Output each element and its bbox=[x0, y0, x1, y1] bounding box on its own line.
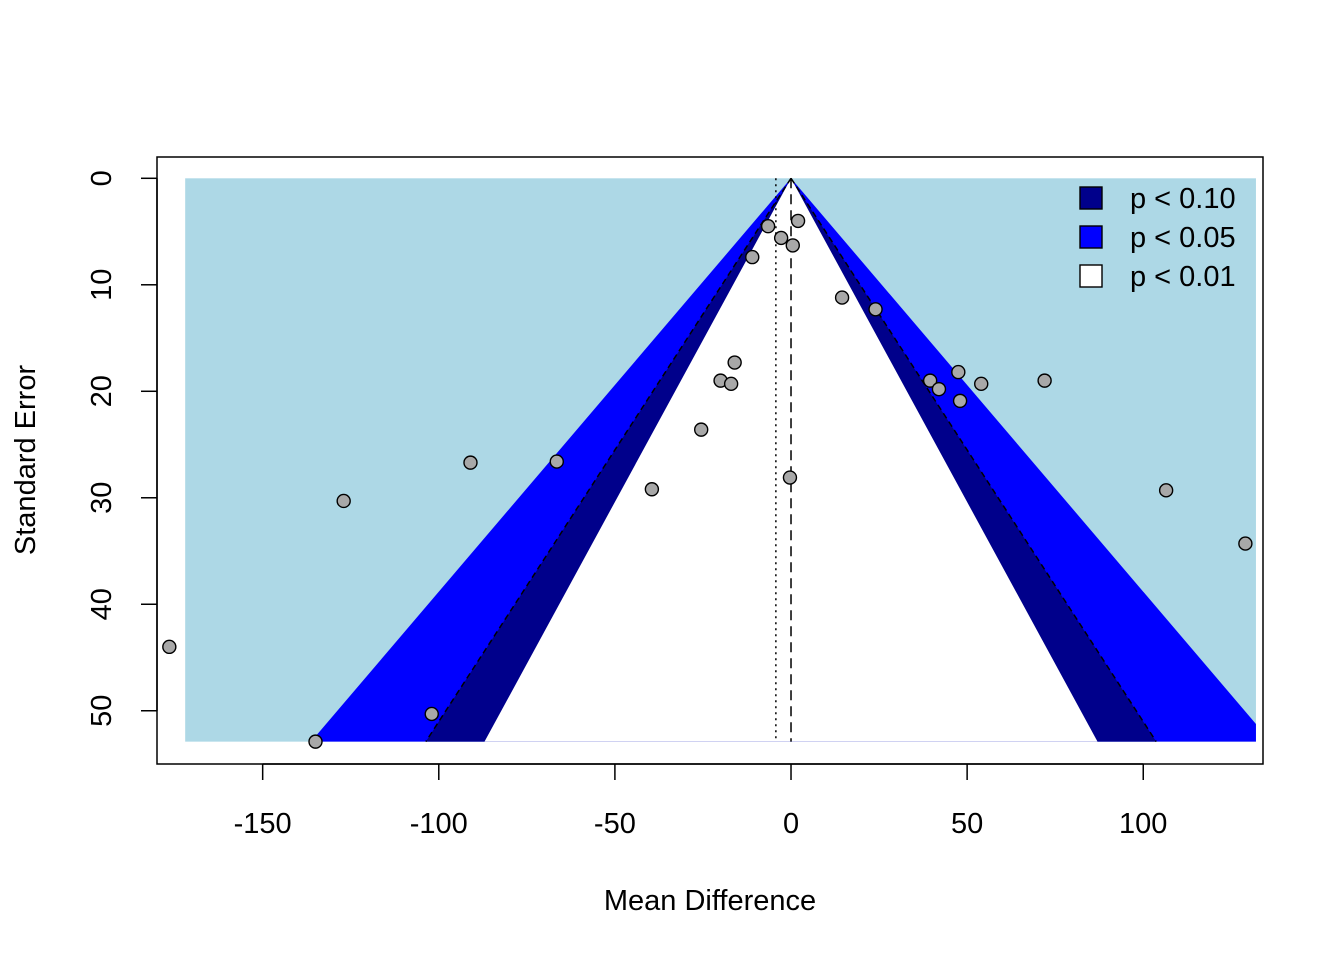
data-point bbox=[952, 393, 968, 409]
data-point bbox=[834, 290, 850, 305]
data-point bbox=[693, 422, 709, 437]
reference-lines bbox=[425, 177, 1157, 743]
funnel-line-left bbox=[425, 177, 792, 743]
legend-label: p < 0.10 bbox=[1130, 183, 1236, 215]
y-tick-label: 30 bbox=[86, 482, 118, 514]
data-point bbox=[1238, 536, 1253, 551]
x-tick-label: -50 bbox=[594, 808, 636, 840]
data-point bbox=[931, 381, 947, 397]
data-point bbox=[308, 734, 323, 749]
y-tick-label: 0 bbox=[86, 170, 118, 186]
contour-regions bbox=[185, 178, 1256, 742]
data-point bbox=[463, 455, 478, 470]
y-tick-label: 50 bbox=[86, 695, 118, 727]
data-point bbox=[790, 213, 806, 229]
data-point bbox=[424, 706, 439, 722]
data-point bbox=[644, 482, 660, 497]
y-tick-label: 40 bbox=[86, 588, 118, 620]
x-axis-title: Mean Difference bbox=[604, 885, 816, 917]
x-tick-label: 0 bbox=[783, 808, 799, 840]
data-point bbox=[974, 376, 989, 392]
data-point bbox=[1158, 483, 1174, 498]
data-point bbox=[727, 355, 742, 370]
data-point bbox=[1037, 373, 1052, 388]
y-axis-title: Standard Error bbox=[10, 365, 42, 556]
y-axis: 0 10 20 30 40 50 bbox=[86, 170, 158, 727]
x-axis: -150 -100 -50 0 50 100 bbox=[234, 763, 1167, 840]
x-tick-label: 100 bbox=[1119, 808, 1167, 840]
data-point bbox=[951, 364, 966, 380]
legend-swatch bbox=[1079, 225, 1103, 249]
x-tick-label: 50 bbox=[951, 808, 983, 840]
legend: p < 0.10 p < 0.05 p < 0.01 bbox=[1079, 183, 1236, 293]
data-point bbox=[922, 373, 938, 388]
data-point bbox=[868, 302, 883, 317]
data-point bbox=[723, 376, 739, 392]
legend-swatch bbox=[1079, 186, 1103, 210]
data-point bbox=[782, 470, 798, 485]
legend-swatch bbox=[1079, 264, 1103, 288]
y-tick-label: 10 bbox=[86, 269, 118, 301]
data-point bbox=[162, 639, 177, 655]
funnel-line-right bbox=[790, 177, 1157, 743]
x-tick-label: -100 bbox=[410, 808, 468, 840]
legend-label: p < 0.05 bbox=[1130, 222, 1236, 254]
data-point bbox=[745, 249, 760, 265]
data-point bbox=[336, 493, 351, 509]
x-tick-label: -150 bbox=[234, 808, 292, 840]
data-points bbox=[162, 213, 1253, 749]
data-point bbox=[785, 238, 800, 253]
data-point bbox=[760, 219, 776, 234]
y-tick-label: 20 bbox=[86, 375, 118, 407]
data-point bbox=[773, 230, 789, 246]
legend-label: p < 0.01 bbox=[1130, 261, 1236, 293]
data-point bbox=[549, 454, 564, 469]
